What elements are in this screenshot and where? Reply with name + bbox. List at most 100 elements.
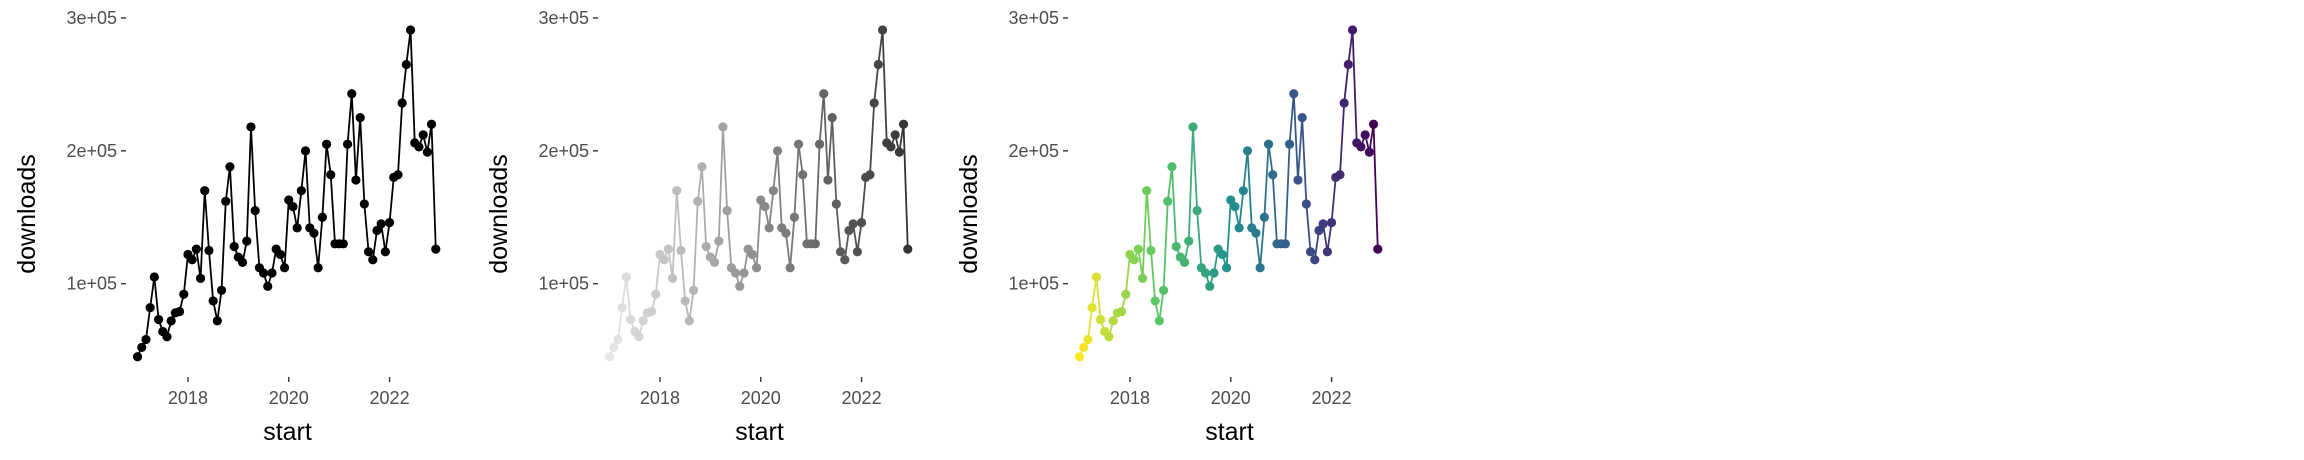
data-point (1079, 342, 1089, 353)
data-point (903, 244, 913, 254)
y-tick-label: 1e+05 (538, 274, 589, 294)
data-point (1268, 170, 1278, 180)
line-segment (873, 64, 880, 104)
data-point (1259, 212, 1269, 222)
data-point (701, 241, 711, 252)
line-segment (208, 250, 215, 302)
x-tick-label: 2022 (842, 388, 882, 408)
data-point (604, 352, 615, 362)
data-point (1263, 139, 1274, 149)
data-point (844, 225, 854, 236)
line-segment (1343, 64, 1350, 104)
y-axis-title: downloads (13, 154, 41, 274)
data-point (431, 244, 441, 254)
data-point (221, 196, 231, 206)
data-point (1158, 285, 1169, 295)
data-point (789, 212, 799, 222)
line-segment (625, 276, 632, 320)
line-segment (224, 166, 231, 202)
line-segment (831, 117, 838, 205)
data-point (426, 119, 437, 129)
data-point (1104, 332, 1114, 342)
data-point (894, 147, 904, 157)
line-segment (1267, 144, 1274, 175)
line-segment (329, 174, 336, 244)
line-segment (1150, 250, 1157, 302)
line-segment (149, 276, 156, 308)
data-point (1230, 202, 1240, 212)
data-point (1238, 186, 1248, 196)
data-point (1289, 89, 1299, 99)
line-segment (902, 124, 909, 250)
line-segment (216, 290, 223, 321)
line-segment (1091, 276, 1098, 308)
data-point (187, 255, 197, 265)
data-point (267, 268, 277, 278)
data-point (609, 342, 619, 353)
line-segment (199, 190, 206, 279)
line-segment (1330, 177, 1337, 223)
data-point (840, 255, 850, 265)
data-point (195, 273, 206, 283)
data-point (1184, 236, 1194, 246)
data-point (1339, 98, 1349, 108)
y-tick-label: 1e+05 (1008, 274, 1059, 294)
line-segment (722, 126, 729, 211)
data-point (886, 142, 896, 152)
line-segment (1124, 254, 1131, 295)
data-point (405, 25, 416, 35)
data-point (1129, 255, 1139, 265)
line-segment (313, 233, 320, 268)
data-point (772, 146, 783, 156)
data-point (835, 247, 846, 257)
data-point (1142, 186, 1152, 196)
line-segment (203, 190, 210, 251)
data-point (877, 25, 888, 35)
data-point (258, 268, 269, 278)
data-point (1293, 175, 1303, 185)
line-segment (801, 174, 808, 244)
line-segment (145, 307, 152, 340)
line-segment (1095, 276, 1102, 320)
line-segment (397, 102, 404, 175)
line-segment (1313, 230, 1320, 260)
line-segment (1339, 102, 1346, 175)
data-point (831, 199, 841, 209)
data-point (869, 98, 879, 108)
data-point (1163, 196, 1173, 206)
line-segment (342, 144, 349, 244)
line-segment (768, 190, 775, 228)
line-segment (692, 201, 699, 291)
data-point (347, 89, 357, 99)
data-point (747, 249, 757, 260)
data-point (418, 130, 428, 140)
data-point (225, 162, 235, 172)
line-segment (359, 117, 366, 205)
data-point (852, 247, 862, 257)
panel-plain-line-chart: 1e+05 2e+05 3e+05 2018 2020 2022 start download… (13, 8, 441, 446)
data-point (1255, 263, 1265, 273)
x-tick-label: 2018 (168, 388, 208, 408)
line-segment (680, 250, 687, 302)
line-segment (1255, 233, 1262, 268)
line-segment (1166, 166, 1173, 202)
y-tick-label: 2e+05 (1008, 141, 1059, 161)
line-segment (283, 199, 290, 268)
data-point (288, 202, 298, 212)
line-segment (1301, 117, 1308, 205)
data-point (760, 202, 770, 212)
data-point (848, 219, 858, 229)
data-point (814, 139, 825, 149)
data-point (1322, 247, 1332, 257)
line-segment (814, 144, 821, 244)
line-segment (1322, 223, 1329, 252)
data-point (141, 334, 151, 345)
data-point (1167, 162, 1177, 172)
data-point (372, 225, 382, 236)
data-point (651, 289, 661, 299)
line-segment (346, 93, 353, 145)
line-segment (195, 248, 202, 279)
y-tick-label: 3e+05 (66, 8, 117, 28)
data-point (351, 175, 361, 185)
